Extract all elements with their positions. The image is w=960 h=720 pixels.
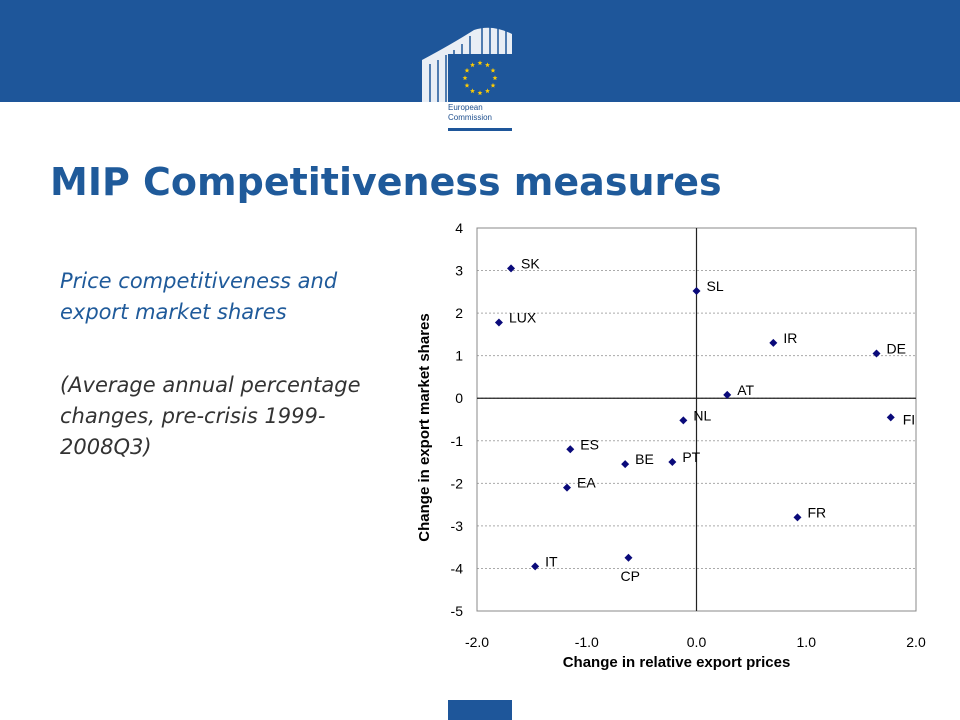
logo-wordmark: European Commission	[448, 103, 518, 123]
chart-description: Price competitiveness and export market …	[60, 269, 338, 324]
y-tick-label: -2	[451, 475, 464, 491]
point-marker	[793, 513, 802, 522]
point-label: LUX	[509, 309, 537, 325]
point-marker	[531, 562, 540, 571]
flag-star-icon	[490, 67, 496, 73]
flag-star-icon	[470, 62, 475, 68]
scatter-point-be: BE	[621, 451, 654, 469]
point-label: PT	[682, 449, 700, 465]
point-label: DE	[886, 341, 905, 357]
point-marker	[562, 483, 571, 492]
y-tick-label: 4	[455, 220, 463, 236]
x-tick-label: -1.0	[575, 634, 599, 650]
scatter-point-es: ES	[566, 436, 599, 454]
point-label: SK	[521, 255, 540, 271]
point-marker	[624, 553, 633, 562]
european-commission-logo	[422, 27, 512, 104]
x-tick-label: -2.0	[465, 634, 489, 650]
point-marker	[507, 264, 516, 273]
scatter-point-lux: LUX	[494, 309, 537, 327]
eu-flag-icon	[448, 54, 512, 102]
chart-period-note: (Average annual percentage changes, pre-…	[60, 373, 361, 459]
point-marker	[723, 390, 732, 399]
flag-star-icon	[477, 90, 483, 96]
flag-star-icon	[470, 88, 475, 94]
scatter-point-ir: IR	[769, 330, 797, 347]
y-tick-label: 0	[455, 390, 463, 406]
flag-star-icon	[462, 75, 468, 81]
flag-star-icon	[492, 75, 498, 81]
point-label: IR	[783, 330, 797, 346]
point-marker	[692, 286, 701, 295]
x-axis-label: Change in relative export prices	[563, 654, 791, 670]
point-marker	[886, 413, 895, 422]
point-marker	[872, 349, 881, 358]
scatter-point-fi: FI	[886, 411, 915, 427]
y-tick-label: 2	[455, 305, 463, 321]
flag-star-icon	[485, 88, 490, 94]
scatter-point-de: DE	[872, 341, 906, 358]
x-tick-labels: -2.0 -1.0 0.0 1.0 2.0	[465, 634, 926, 650]
y-axis-label: Change in export market shares	[416, 313, 433, 541]
point-marker	[679, 416, 688, 425]
flag-star-icon	[464, 67, 470, 73]
scatter-point-at: AT	[723, 382, 755, 399]
page-title: MIP Competitiveness measures	[50, 160, 722, 204]
point-label: CP	[620, 568, 639, 584]
scatter-point-fr: FR	[793, 504, 826, 522]
point-marker	[621, 460, 630, 469]
point-label: EA	[577, 475, 596, 491]
point-label: FR	[807, 504, 826, 520]
flag-star-icon	[464, 82, 470, 88]
point-label: BE	[635, 451, 654, 467]
point-label: ES	[580, 436, 599, 452]
scatter-point-sk: SK	[507, 255, 540, 273]
y-tick-label: -4	[451, 560, 464, 576]
point-label: NL	[693, 407, 711, 423]
point-marker	[668, 458, 677, 467]
logo-line-2: Commission	[448, 113, 493, 122]
y-tick-label: 1	[455, 348, 463, 364]
flag-star-icon	[490, 82, 496, 88]
point-label: SL	[707, 278, 724, 294]
y-tick-label: -3	[451, 518, 464, 534]
point-label: FI	[903, 411, 915, 427]
point-label: AT	[737, 382, 754, 398]
scatter-point-it: IT	[531, 553, 558, 571]
flag-star-icon	[477, 60, 483, 66]
x-tick-label: 0.0	[687, 634, 707, 650]
data-points: SK SL LUX IR DE AT FI NL ES PT BE EA FR CP IT	[494, 255, 915, 584]
x-tick-label: 1.0	[797, 634, 817, 650]
y-tick-label: 3	[455, 263, 463, 279]
y-tick-label: -1	[451, 433, 464, 449]
point-marker	[769, 338, 778, 347]
scatter-chart: 4 3 2 1 0 -1 -2 -3 -4 -5 -2.0 -1.0 0.0 1.0 2.0 SK SL LU…	[416, 220, 926, 670]
footer-tab	[448, 700, 512, 720]
point-label: IT	[545, 553, 558, 569]
logo-underline	[448, 128, 512, 131]
scatter-point-ea: EA	[562, 475, 596, 492]
y-tick-labels: 4 3 2 1 0 -1 -2 -3 -4 -5	[451, 220, 464, 619]
point-marker	[566, 445, 575, 454]
point-marker	[494, 318, 503, 327]
scatter-point-nl: NL	[679, 407, 711, 425]
logo-line-1: European	[448, 103, 483, 112]
y-tick-label: -5	[451, 603, 464, 619]
flag-star-icon	[485, 62, 490, 68]
x-tick-label: 2.0	[906, 634, 926, 650]
scatter-point-cp: CP	[620, 553, 640, 584]
scatter-point-pt: PT	[668, 449, 701, 467]
scatter-point-sl: SL	[692, 278, 724, 295]
